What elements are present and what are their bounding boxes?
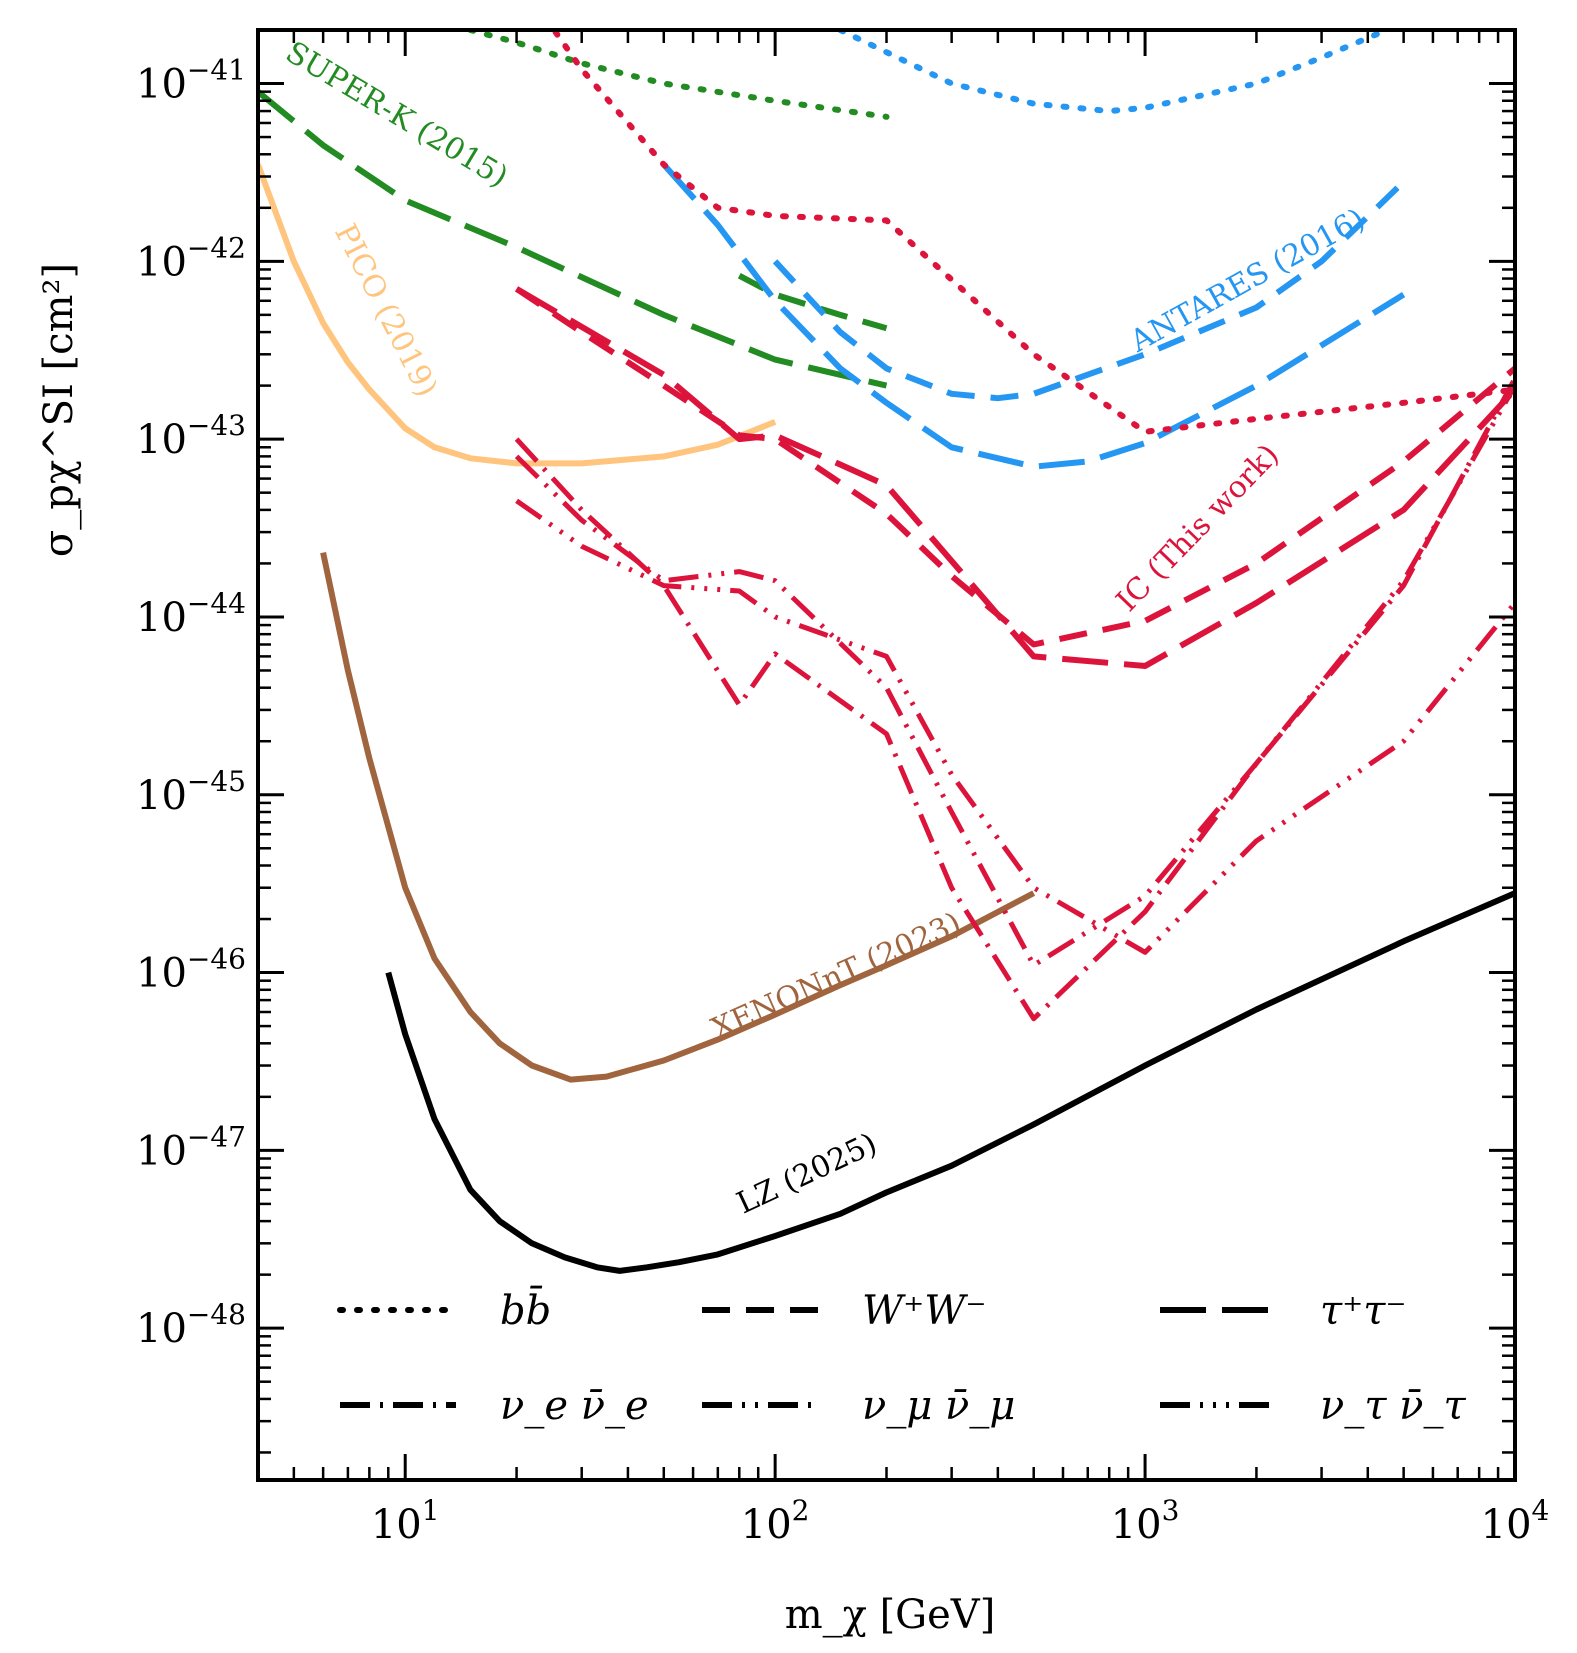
y-axis-label: σ_pχ^SI [cm²] (36, 263, 82, 557)
y-tick-label: 10−46 (136, 943, 246, 997)
series-line-super-k-2015-longdash (258, 89, 888, 389)
series-line-lz-2025 (385, 890, 1515, 1274)
curve-label-pico-2019: PICO (2019) (327, 218, 444, 402)
y-tick-label: 10−44 (136, 587, 246, 641)
series-line-ic-this-work-dashdotdot (514, 384, 1515, 968)
legend-label: ν_μ ν̄_μ (862, 1383, 1015, 1429)
series-line-ic-this-work-longdash (515, 286, 1515, 669)
x-axis-label: m_χ [GeV] (785, 1592, 996, 1638)
legend-label: τ⁺τ⁻ (1320, 1288, 1406, 1334)
series-line-antares-2016-dotted (837, 30, 1390, 115)
series-line-ic-this-work-dashdot (514, 377, 1515, 1022)
series-line-antares-2016-longdash (661, 162, 1406, 470)
y-tick-label: 10−48 (136, 1298, 246, 1352)
legend-label: ν_τ ν̄_τ (1320, 1383, 1466, 1429)
legend-label: ν_e ν̄_e (500, 1383, 649, 1429)
x-tick-label: 102 (741, 1494, 810, 1548)
legend-label: bb̄ (500, 1285, 551, 1334)
x-tick-label: 101 (371, 1494, 440, 1548)
series-line-ic-this-work-dashdotdotdot (515, 498, 1515, 955)
series-line-super-k-2015-dashed (737, 273, 888, 332)
legend-label: W⁺W⁻ (862, 1288, 986, 1334)
series-line-ic-this-work-dotted (550, 30, 1515, 435)
series-line-pico-2019 (258, 163, 777, 467)
axes: 101 102 103 104 10−41 10−42 10−43 10−44 10−45 10−… (136, 28, 1550, 1548)
series-line-ic-this-work-dashed (514, 286, 1515, 648)
series-line-xenonnt-2023 (320, 551, 1036, 1083)
legend: bb̄ W⁺W⁻ τ⁺τ⁻ ν_e ν̄_e ν_μ ν̄_μ ν_τ ν̄_τ (337, 1285, 1466, 1429)
y-tick-label: 10−43 (136, 409, 246, 463)
x-tick-label: 103 (1111, 1494, 1180, 1548)
curve-label-xenonnt-2023: XENONnT (2023) (706, 906, 966, 1047)
y-tick-label: 10−41 (136, 54, 246, 108)
y-tick-label: 10−42 (136, 231, 246, 285)
y-tick-label: 10−45 (136, 765, 246, 819)
plot-area (258, 30, 1515, 1274)
series-line-super-k-2015-dotted (467, 30, 890, 120)
curve-label-super-k-2015: SUPER-K (2015) (280, 35, 514, 195)
y-tick-label: 10−47 (136, 1120, 246, 1174)
x-tick-label: 104 (1481, 1494, 1550, 1548)
series-line-antares-2016-dashed (772, 179, 1406, 402)
